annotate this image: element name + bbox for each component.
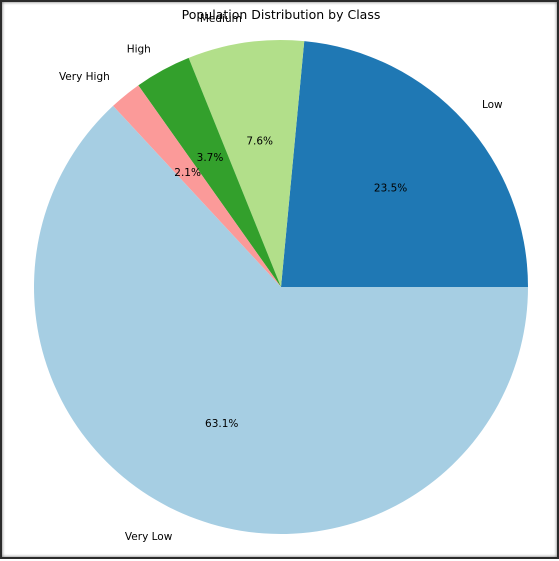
slice-pct-medium: 7.6% — [246, 135, 273, 147]
slice-pct-high: 3.7% — [197, 152, 224, 164]
slice-medium — [188, 40, 305, 287]
slice-label-high: High — [127, 43, 151, 55]
slice-label-medium: Medium — [200, 13, 242, 25]
slice-very-high — [113, 85, 281, 288]
slice-label-very-low: Very Low — [125, 531, 173, 543]
slice-label-low: Low — [482, 99, 503, 111]
slice-pct-low: 23.5% — [374, 182, 407, 194]
slice-pct-very-low: 63.1% — [205, 418, 238, 430]
slice-pct-very-high: 2.1% — [174, 167, 201, 179]
slice-low — [281, 41, 528, 288]
slice-label-very-high: Very High — [59, 71, 110, 83]
slice-very-low — [34, 105, 528, 534]
pie-slices — [34, 40, 528, 534]
slice-high — [138, 57, 281, 287]
pie-labels: Low 23.5% Medium 7.6% High 3.7% Very High 2.1% V… — [59, 13, 503, 543]
chart-title: Population Distribution by Class — [182, 7, 381, 22]
